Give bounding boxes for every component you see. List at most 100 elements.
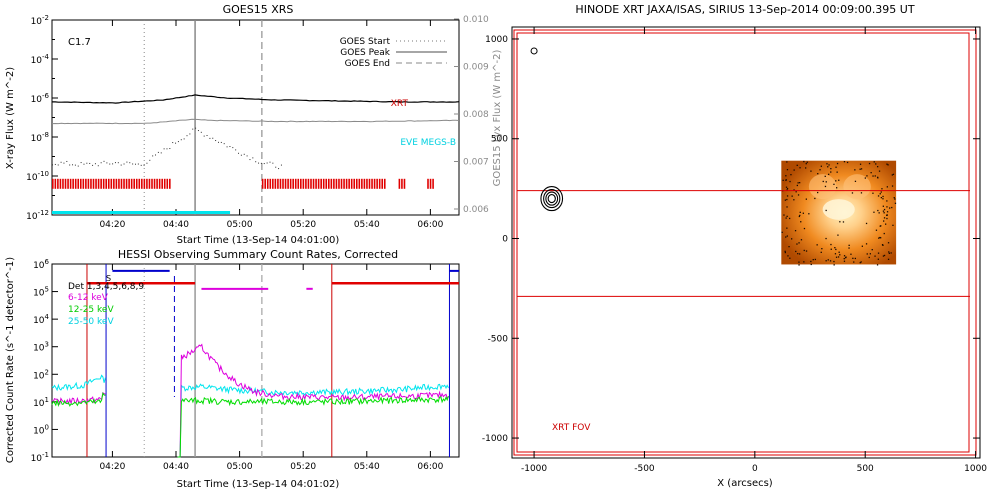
xrt-coverage-mark <box>322 178 325 189</box>
xrt-noise-pixel <box>830 171 832 173</box>
xrt-noise-pixel <box>817 191 819 194</box>
xrt-noise-pixel <box>822 180 824 183</box>
xrt-noise-pixel <box>791 238 793 240</box>
hessi-legend: Det 1,3,4,5,6,8,9 6-12 keV 12-25 keV 25-… <box>68 282 144 327</box>
xrt-noise-pixel <box>886 217 888 220</box>
xrt-noise-pixel <box>866 253 868 255</box>
xrt-noise-pixel <box>789 180 791 183</box>
goes-short-point <box>57 164 59 166</box>
xrt-noise-pixel <box>796 243 798 245</box>
y-tick-label: 101 <box>33 396 49 409</box>
hessi-frame <box>51 263 460 458</box>
xrt-noise-pixel <box>878 212 880 214</box>
goes-short-point <box>97 165 99 167</box>
xrt-noise-pixel <box>786 188 789 190</box>
xrt-coverage-mark <box>69 178 72 189</box>
xrt-noise-pixel <box>825 181 827 183</box>
eve-label: EVE MEGS-B <box>400 138 456 148</box>
xrt-coverage-mark <box>115 178 118 189</box>
xrt-noise-pixel <box>880 191 882 193</box>
goes-short-point <box>180 139 182 141</box>
count-rate-line <box>177 395 449 458</box>
y-right-tick-label: 0.009 <box>463 63 489 73</box>
xrt-noise-pixel <box>882 255 885 257</box>
xrt-noise-pixel <box>835 256 838 258</box>
xrt-noise-pixel <box>787 255 789 257</box>
hessi-contour <box>543 189 561 209</box>
xrt-noise-pixel <box>798 264 800 266</box>
xrt-noise-pixel <box>836 187 838 189</box>
xrt-noise-pixel <box>883 232 885 235</box>
xrt-noise-pixel <box>842 221 845 223</box>
xrt-noise-pixel <box>861 245 863 247</box>
y-tick-label: 100 <box>33 423 49 436</box>
xrt-coverage-mark <box>107 178 110 189</box>
x-tick-label: -1000 <box>521 464 547 474</box>
goes-short-point <box>223 143 225 145</box>
xrt-noise-pixel <box>786 227 788 229</box>
xrt-coverage-mark <box>148 178 151 189</box>
xrt-coverage-mark <box>272 178 274 189</box>
xrt-noise-pixel <box>887 242 890 244</box>
goes-short-point <box>69 164 71 166</box>
x-tick-label: 06:00 <box>417 220 443 230</box>
xrt-noise-pixel <box>894 202 897 204</box>
xrt-noise-pixel <box>854 257 856 260</box>
xrt-coverage-mark <box>284 178 287 189</box>
xrt-panel: HINODE XRT JAXA/ISAS, SIRIUS 13-Sep-2014… <box>482 3 987 489</box>
xrt-noise-pixel <box>785 179 787 181</box>
xrt-coverage-mark <box>57 178 59 189</box>
xrt-coverage-mark <box>95 178 97 189</box>
goes-short-point <box>140 164 142 166</box>
xrt-coverage-mark <box>110 178 113 189</box>
xrt-coverage-mark <box>125 178 128 189</box>
goes-short-point <box>172 142 174 144</box>
xrt-coverage-mark <box>161 178 163 189</box>
xrt-coverage-mark <box>294 178 297 189</box>
xrt-noise-pixel <box>873 211 875 213</box>
xrt-coverage-mark <box>315 178 317 189</box>
xrt-coverage-mark <box>287 178 289 189</box>
xrt-noise-pixel <box>786 235 788 237</box>
xrt-noise-pixel <box>843 258 845 260</box>
xrt-noise-pixel <box>839 254 841 256</box>
xrt-coverage-mark <box>97 178 100 189</box>
xrt-noise-pixel <box>846 161 849 164</box>
xrt-noise-pixel <box>843 260 846 262</box>
xrt-noise-pixel <box>803 160 805 163</box>
xrt-noise-pixel <box>878 170 881 172</box>
goes-short-point <box>183 138 185 140</box>
xrt-coverage-mark <box>146 178 148 189</box>
xrt-noise-pixel <box>872 175 874 177</box>
hessi-panel: HESSI Observing Summary Count Rates, Cor… <box>5 248 460 490</box>
xrt-coverage-mark <box>128 178 130 189</box>
xrt-noise-pixel <box>827 166 829 168</box>
goes-short-point <box>100 162 102 164</box>
hessi-contour <box>545 191 559 206</box>
goes-plot <box>51 20 460 215</box>
x-tick-label: 05:00 <box>227 462 253 472</box>
y-tick-label: 1000 <box>485 35 508 45</box>
xrt-noise-pixel <box>788 246 790 248</box>
xrt-xlabel: X (arcsecs) <box>717 478 773 489</box>
eve-coverage-bar <box>52 211 231 214</box>
y-right-tick-label: 0.006 <box>463 205 489 215</box>
xrt-noise-pixel <box>836 162 839 165</box>
xrt-coverage-mark <box>135 178 138 189</box>
goes-short-point <box>117 162 119 164</box>
x-tick-label: 04:40 <box>163 462 189 472</box>
goes-short-point <box>275 166 277 168</box>
xrt-coverage-mark <box>130 178 133 189</box>
goes-short-point <box>269 161 271 163</box>
xrt-coverage-mark <box>350 178 353 189</box>
xrt-noise-pixel <box>877 258 879 260</box>
xrt-coverage-mark <box>92 178 95 189</box>
xrt-noise-pixel <box>892 224 894 226</box>
xrt-noise-pixel <box>821 248 823 250</box>
goes-short-point <box>258 162 260 164</box>
goes-axes: 04:20 04:40 05:00 05:20 05:40 06:00 10-12 10-10… <box>26 14 489 230</box>
goes-short-point <box>63 162 65 164</box>
xrt-noise-pixel <box>819 169 821 171</box>
xrt-noise-pixel <box>891 206 893 209</box>
xrt-noise-pixel <box>833 264 835 266</box>
